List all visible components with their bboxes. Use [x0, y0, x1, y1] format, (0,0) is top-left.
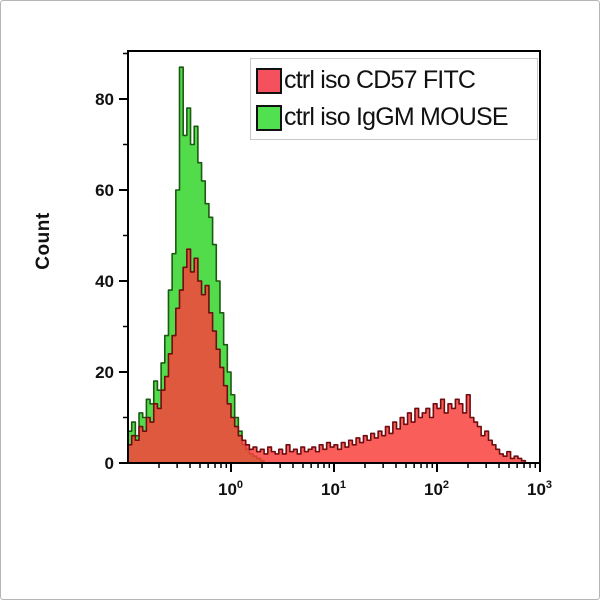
legend-label-iggm: ctrl iso IgGM MOUSE: [284, 103, 509, 131]
y-tick-label: 0: [105, 454, 114, 473]
legend-entry-cd57: ctrl iso CD57 FITC: [256, 64, 532, 98]
legend-entry-iggm: ctrl iso IgGM MOUSE: [256, 101, 532, 135]
y-tick-label: 20: [95, 363, 114, 382]
legend-swatch-green: [256, 104, 282, 131]
legend-swatch-red: [256, 67, 282, 94]
red-histogram-cd57: [127, 248, 541, 464]
x-tick-label: 103: [527, 479, 552, 499]
y-tick-label: 60: [95, 181, 114, 200]
x-tick-label: 100: [218, 479, 243, 499]
legend-label-cd57: ctrl iso CD57 FITC: [284, 66, 476, 94]
x-tick-label: 102: [424, 479, 449, 499]
y-tick-label: 80: [95, 90, 114, 109]
x-tick-label: 101: [321, 479, 346, 499]
legend-box: ctrl iso CD57 FITC ctrl iso IgGM MOUSE: [250, 58, 538, 140]
y-tick-label: 40: [95, 272, 114, 291]
y-axis-title: Count: [33, 212, 54, 270]
